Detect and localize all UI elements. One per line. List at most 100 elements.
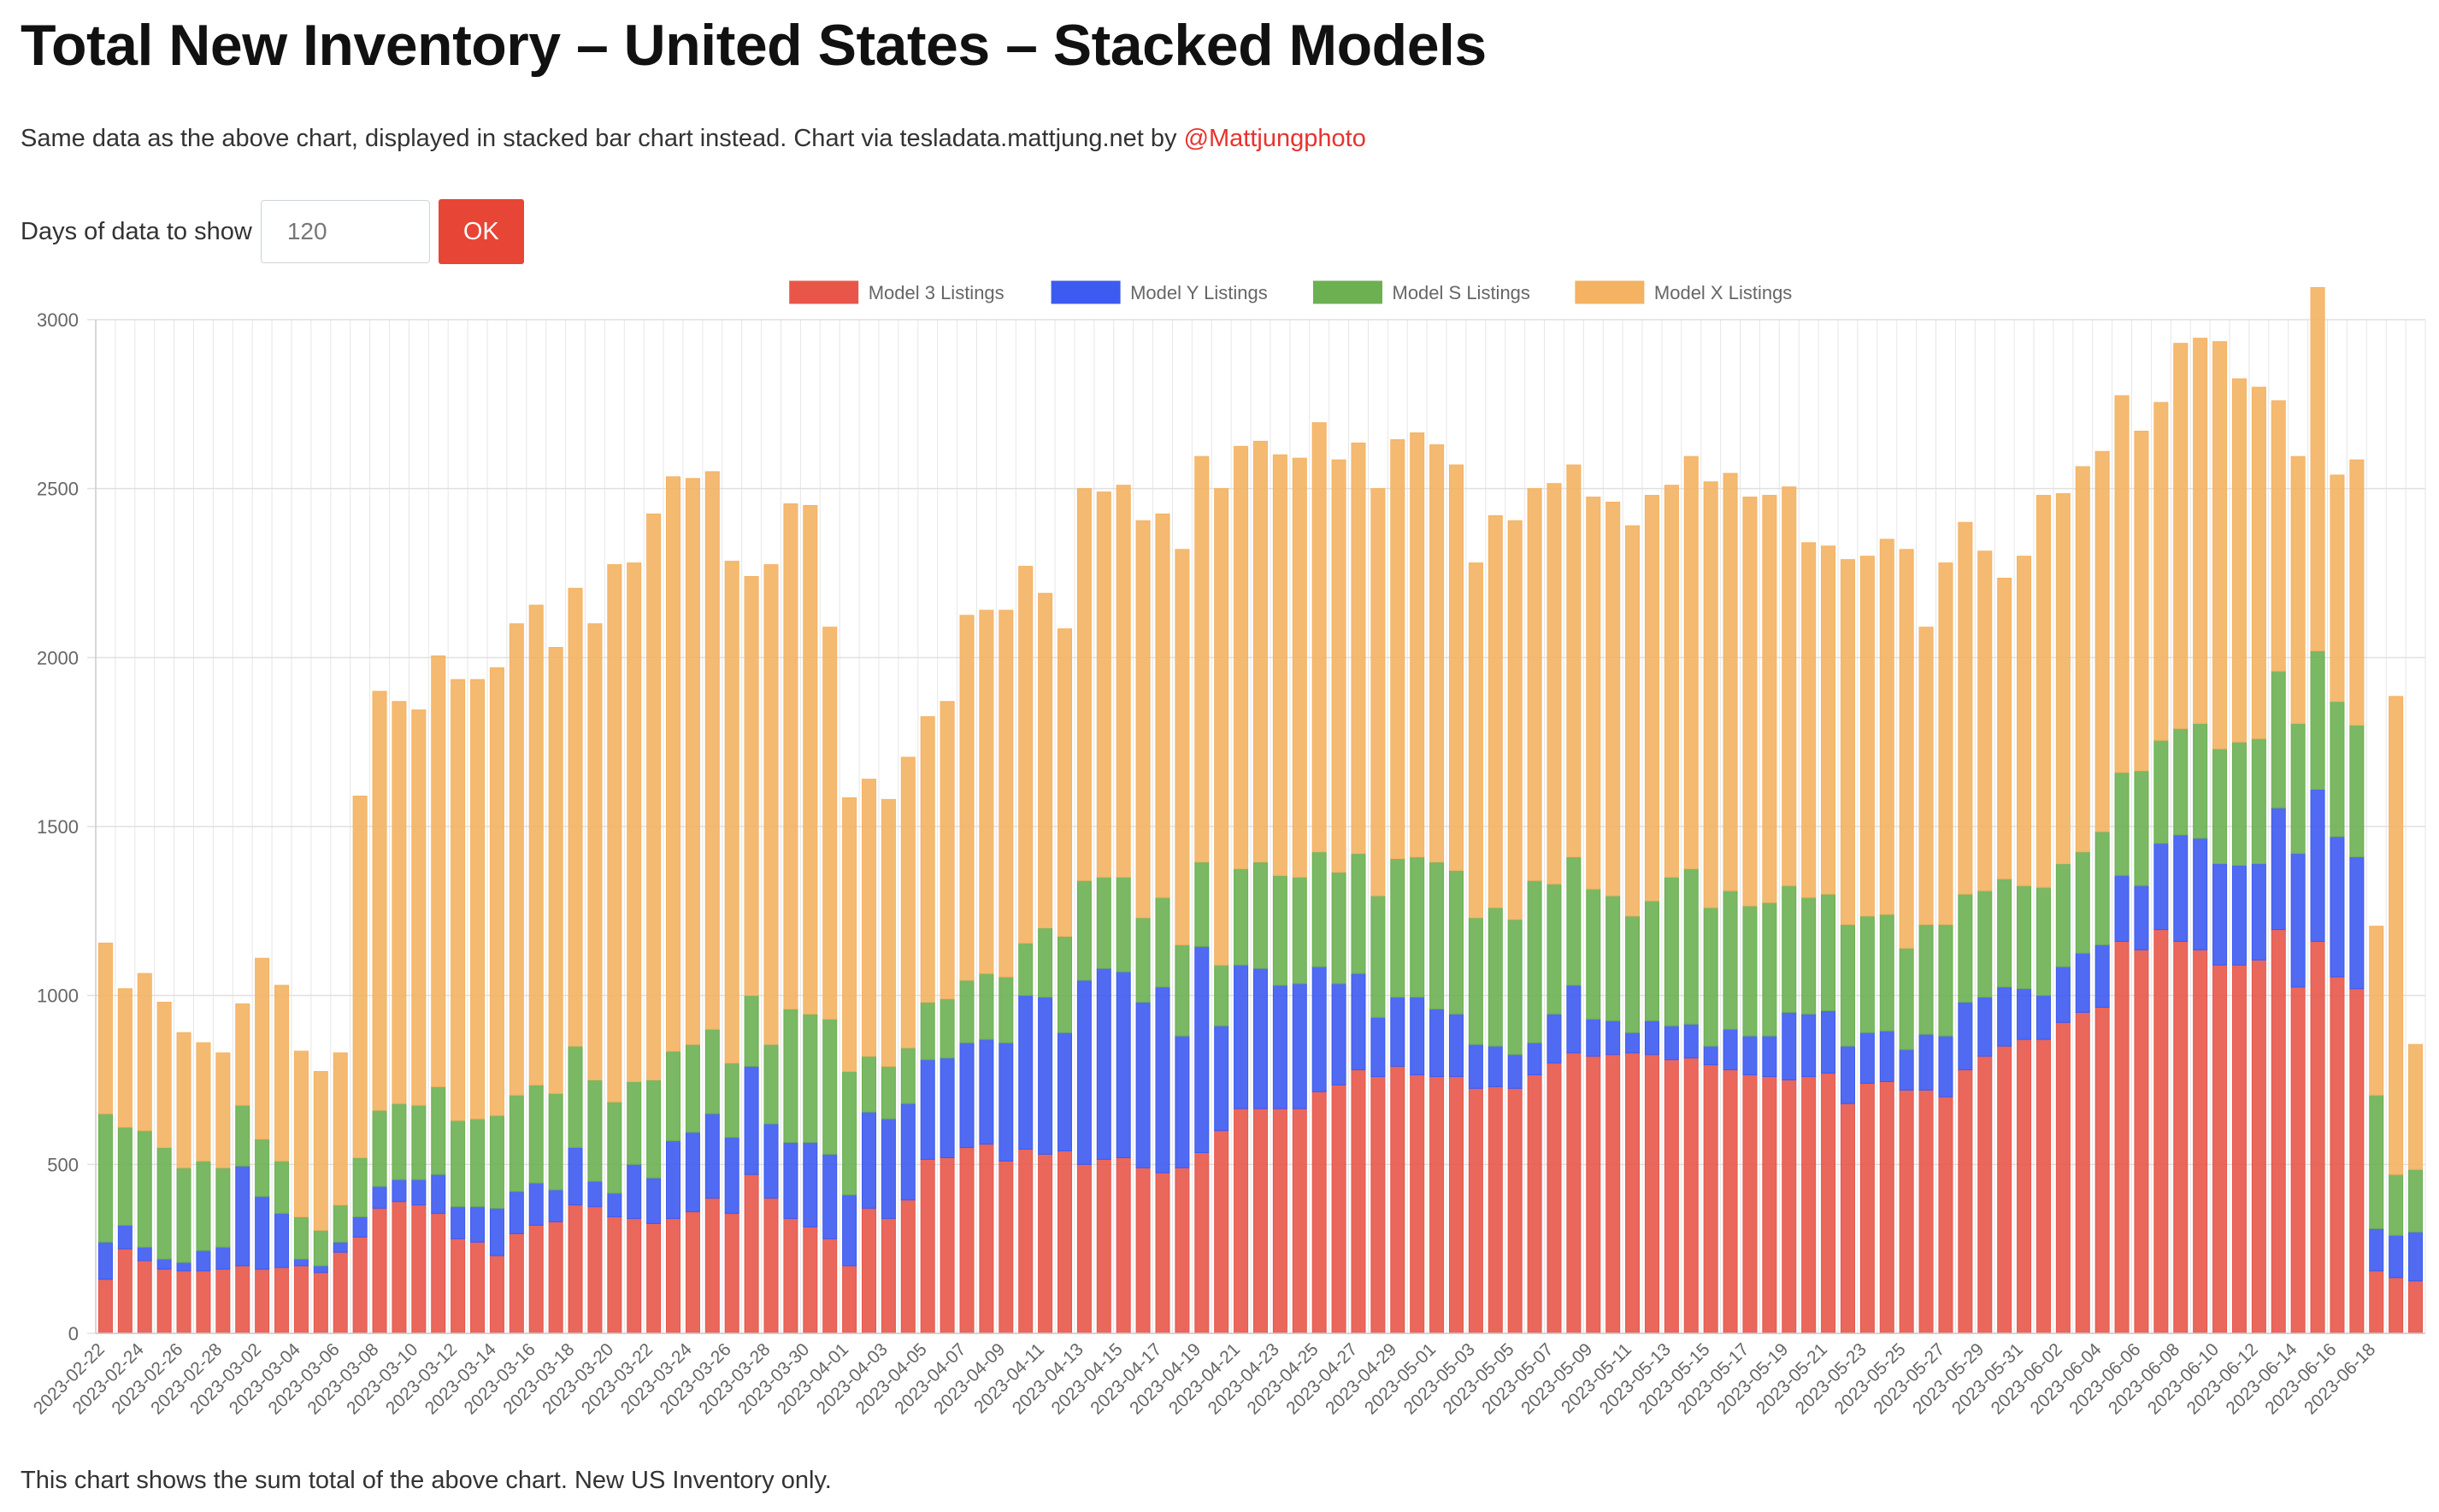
bar-segment-3 — [587, 1080, 603, 1182]
bar-segment-4 — [2055, 493, 2071, 864]
bar-segment-3 — [1742, 905, 1758, 1037]
bar-segment-1 — [215, 1268, 231, 1334]
ok-button[interactable]: OK — [438, 199, 524, 264]
bar-segment-1 — [372, 1208, 387, 1334]
bar-segment-1 — [646, 1223, 662, 1334]
bar-segment-1 — [2035, 1038, 2051, 1334]
bar-segment-1 — [1429, 1076, 1445, 1334]
bar-segment-3 — [1175, 944, 1190, 1037]
bar-segment-2 — [1821, 1009, 1836, 1074]
days-input[interactable] — [260, 200, 430, 263]
bar-segment-2 — [920, 1059, 935, 1160]
bar-segment-1 — [1644, 1054, 1659, 1334]
bar-segment-3 — [607, 1101, 622, 1194]
legend-item[interactable]: Model Y Listings — [1051, 280, 1268, 304]
bar-segment-4 — [489, 667, 504, 1116]
bar-segment-3 — [1096, 876, 1111, 969]
bar-segment-3 — [1018, 942, 1034, 997]
bar-segment-3 — [156, 1147, 172, 1260]
bar-segment-2 — [783, 1142, 798, 1220]
bar-segment-4 — [509, 623, 524, 1096]
bar-segment-2 — [900, 1103, 916, 1201]
bar-segment-3 — [959, 980, 975, 1044]
bar-segment-3 — [1135, 917, 1151, 1003]
legend-item[interactable]: Model X Listings — [1575, 280, 1792, 304]
bar-segment-2 — [2035, 995, 2051, 1040]
bar-segment-1 — [1076, 1163, 1092, 1334]
bar-segment-3 — [1918, 924, 1934, 1035]
bar-segment-2 — [372, 1185, 387, 1209]
bar-segment-4 — [1194, 456, 1210, 863]
bar-segment-1 — [176, 1270, 191, 1334]
bar-segment-4 — [470, 679, 486, 1120]
bar-segment-1 — [920, 1158, 935, 1334]
author-link[interactable]: @Mattjungphoto — [1183, 125, 1366, 152]
bar-segment-2 — [2290, 853, 2306, 988]
bar-segment-1 — [881, 1218, 896, 1334]
legend-item[interactable]: Model S Listings — [1313, 280, 1530, 304]
bar-segment-3 — [1038, 927, 1053, 998]
bar-segment-1 — [451, 1238, 466, 1334]
bar-segment-4 — [1664, 485, 1679, 878]
bar-segment-2 — [255, 1196, 270, 1270]
bar-segment-3 — [1566, 856, 1582, 986]
bar-segment-1 — [627, 1218, 642, 1334]
bar-segment-1 — [1821, 1073, 1836, 1334]
bar-segment-3 — [1488, 907, 1503, 1047]
bar-segment-2 — [156, 1258, 172, 1270]
bar-segment-3 — [862, 1056, 877, 1113]
bar-segment-1 — [352, 1236, 368, 1334]
bar-segment-2 — [803, 1142, 818, 1227]
bar-segment-2 — [1488, 1045, 1503, 1087]
bar-segment-2 — [97, 1241, 113, 1280]
legend-item[interactable]: Model 3 Listings — [789, 280, 1004, 304]
bar-segment-2 — [1175, 1035, 1190, 1168]
bar-segment-3 — [979, 973, 994, 1040]
bar-segment-4 — [137, 973, 152, 1132]
bar-segment-2 — [646, 1177, 662, 1225]
bar-segment-3 — [1076, 880, 1092, 981]
bar-segment-4 — [1096, 491, 1111, 878]
bar-segment-4 — [2114, 395, 2130, 774]
bar-segment-3 — [2271, 670, 2286, 809]
bar-segment-1 — [862, 1208, 877, 1334]
bar-segment-2 — [1292, 983, 1307, 1109]
bar-segment-2 — [2114, 874, 2130, 942]
bar-segment-1 — [999, 1160, 1014, 1334]
bar-segment-1 — [1252, 1108, 1269, 1334]
bar-segment-4 — [666, 476, 681, 1052]
bar-segment-3 — [2369, 1094, 2384, 1229]
bar-segment-2 — [215, 1246, 231, 1270]
bar-segment-1 — [900, 1199, 916, 1334]
legend-swatch — [789, 280, 859, 304]
bar-segment-2 — [1351, 973, 1366, 1071]
legend-label: Model 3 Listings — [869, 282, 1004, 303]
bar-segment-1 — [1762, 1076, 1777, 1334]
bar-segment-3 — [97, 1113, 113, 1243]
bar-segment-3 — [2231, 741, 2247, 866]
bar-segment-4 — [900, 756, 916, 1049]
bar-segment-4 — [959, 615, 975, 981]
bar-segment-3 — [1879, 914, 1894, 1032]
bar-segment-2 — [1546, 1013, 1562, 1064]
bar-segment-1 — [2251, 959, 2266, 1334]
bar-segment-1 — [979, 1144, 994, 1334]
bar-segment-2 — [548, 1189, 563, 1223]
bar-segment-4 — [1234, 445, 1249, 869]
bar-segment-1 — [2193, 949, 2208, 1334]
bar-segment-4 — [1038, 592, 1053, 929]
bar-segment-4 — [1410, 432, 1425, 858]
bar-segment-4 — [2408, 1044, 2424, 1170]
bar-segment-4 — [1507, 520, 1523, 921]
bar-segment-3 — [1234, 868, 1249, 966]
bar-segment-2 — [1977, 997, 1993, 1057]
bar-segment-1 — [1997, 1045, 2012, 1334]
bar-segment-2 — [763, 1123, 779, 1199]
bar-segment-2 — [1918, 1033, 1934, 1091]
bar-segment-3 — [1625, 915, 1641, 1033]
bar-segment-1 — [2408, 1280, 2424, 1334]
bar-segment-4 — [862, 779, 877, 1057]
bar-segment-3 — [372, 1109, 387, 1187]
bar-segment-1 — [509, 1233, 524, 1334]
bar-segment-2 — [1390, 997, 1405, 1068]
